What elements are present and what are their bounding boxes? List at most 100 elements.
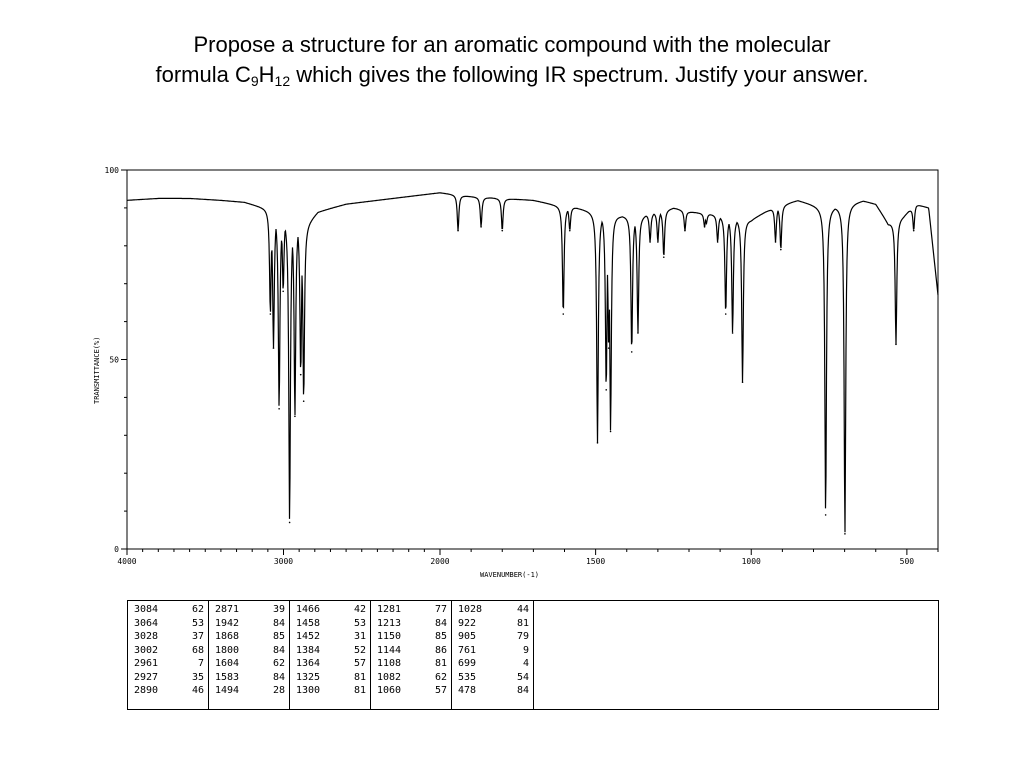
peak-transmittance: 77 — [434, 604, 447, 615]
peak-transmittance: 62 — [434, 671, 447, 683]
peak-point — [703, 226, 706, 228]
peak-table-row: 2927 35 — [134, 671, 204, 685]
peak-table-row: 1452 31 — [296, 630, 366, 644]
peak-transmittance: 35 — [191, 671, 204, 683]
peak-table: 3084 62 3064 53 3028 37 3002 68 2961 7 2927 35 2890 4… — [127, 600, 939, 710]
peak-wavenumber: 1494 — [215, 685, 240, 696]
x-tick-label: 2000 — [430, 557, 449, 566]
plot-frame — [126, 169, 939, 550]
peak-table-row: 2890 46 — [134, 684, 204, 698]
peak-point — [844, 533, 846, 535]
peak-table-row: 1800 84 — [215, 644, 285, 658]
peak-table-column: 1028 44 922 81 905 79 761 9 699 4 535 54 478 84 — [452, 601, 534, 709]
peak-table-row: 922 81 — [458, 617, 529, 631]
y-tick-label: 0 — [114, 545, 119, 554]
peak-point — [288, 521, 291, 524]
peak-wavenumber: 1868 — [215, 631, 240, 642]
peak-table-row: 3002 68 — [134, 644, 204, 658]
peak-transmittance: 85 — [272, 631, 285, 642]
peak-transmittance: 57 — [434, 685, 447, 696]
title-line-2: formula C9H12 which gives the following … — [0, 60, 1024, 90]
peak-wavenumber: 1452 — [296, 631, 321, 642]
peak-point — [480, 226, 482, 228]
peak-transmittance: 57 — [353, 658, 366, 669]
x-axis: 4000 3000 2000 1500 1000 500 — [117, 549, 939, 566]
peak-table-row: 761 9 — [458, 644, 529, 658]
x-tick-label: 500 — [900, 557, 915, 566]
peak-wavenumber: 535 — [458, 671, 477, 683]
peak-point — [824, 514, 827, 516]
peak-point — [662, 256, 665, 258]
peak-transmittance: 84 — [272, 617, 285, 629]
peak-wavenumber: 1108 — [377, 658, 402, 669]
peak-point — [568, 229, 571, 232]
peak-wavenumber: 1604 — [215, 658, 240, 669]
peak-transmittance: 31 — [353, 631, 366, 642]
peak-wavenumber: 1300 — [296, 685, 321, 696]
peak-point — [724, 313, 727, 315]
peak-table-row: 1384 52 — [296, 644, 366, 658]
peak-wavenumber: 922 — [458, 617, 477, 629]
peak-wavenumber: 699 — [458, 658, 477, 669]
peak-table-column: 2871 39 1942 84 1868 85 1800 84 1604 62 1583 84 1494… — [209, 601, 290, 709]
title-line-1: Propose a structure for an aromatic comp… — [193, 32, 831, 57]
peak-point — [596, 442, 599, 444]
y-axis-label: TRANSMITTANCE(%) — [93, 337, 101, 404]
peak-table-row: 1604 62 — [215, 657, 285, 671]
x-tick-label: 3000 — [274, 557, 293, 566]
peak-point — [895, 343, 897, 346]
peak-point — [731, 332, 734, 334]
peak-point — [299, 373, 302, 376]
peak-table-row: 1868 85 — [215, 630, 285, 644]
peak-table-row: 1458 53 — [296, 617, 366, 631]
x-tick-label: 1500 — [586, 557, 605, 566]
peak-wavenumber: 1028 — [458, 604, 483, 615]
peak-transmittance: 28 — [272, 685, 285, 696]
peak-wavenumber: 3064 — [134, 617, 159, 629]
peak-transmittance: 84 — [516, 685, 529, 696]
peak-point — [607, 347, 610, 349]
peak-wavenumber: 1384 — [296, 644, 321, 656]
peak-table-row: 1300 81 — [296, 684, 366, 698]
peak-point — [741, 381, 744, 384]
title-formula-prefix: formula C — [155, 62, 251, 87]
peak-point — [272, 347, 275, 349]
peak-point — [605, 389, 608, 391]
peak-wavenumber: 1466 — [296, 604, 321, 615]
peak-transmittance: 7 — [197, 658, 204, 669]
peak-transmittance: 39 — [272, 604, 285, 615]
peak-marks — [269, 222, 915, 535]
peak-point — [912, 229, 915, 232]
title-subscript-c: 9 — [250, 73, 259, 89]
peak-transmittance: 54 — [516, 671, 529, 683]
peak-point — [705, 222, 708, 224]
peak-transmittance: 84 — [434, 617, 447, 629]
peak-table-column: 1281 77 1213 84 1150 85 1144 86 1108 81 1082 62 1060… — [371, 601, 452, 709]
peak-table-row: 1364 57 — [296, 657, 366, 671]
slide-title: Propose a structure for an aromatic comp… — [0, 30, 1024, 90]
peak-table-row: 1942 84 — [215, 617, 285, 631]
peak-wavenumber: 1150 — [377, 631, 402, 642]
peak-wavenumber: 1942 — [215, 617, 240, 629]
peak-transmittance: 44 — [516, 604, 529, 615]
peak-point — [457, 229, 459, 232]
peak-point — [269, 313, 272, 315]
peak-wavenumber: 3002 — [134, 644, 159, 656]
peak-transmittance: 37 — [191, 631, 204, 642]
peak-transmittance: 53 — [191, 617, 204, 629]
peak-transmittance: 81 — [434, 658, 447, 669]
peak-transmittance: 42 — [353, 604, 366, 615]
peak-table-column: 1466 42 1458 53 1452 31 1384 52 1364 57 1325 81 1300… — [290, 601, 371, 709]
peak-point — [501, 229, 504, 232]
peak-point — [302, 400, 305, 402]
peak-table-row: 1028 44 — [458, 603, 529, 617]
peak-wavenumber: 3084 — [134, 604, 159, 615]
peak-point — [684, 229, 686, 232]
peak-wavenumber: 2890 — [134, 685, 159, 696]
x-tick-label: 4000 — [117, 557, 136, 566]
peak-point — [278, 407, 280, 410]
peak-wavenumber: 1144 — [377, 644, 402, 656]
peak-table-row: 1108 81 — [377, 657, 447, 671]
peak-table-row: 1325 81 — [296, 671, 366, 685]
peak-table-row: 535 54 — [458, 671, 529, 685]
